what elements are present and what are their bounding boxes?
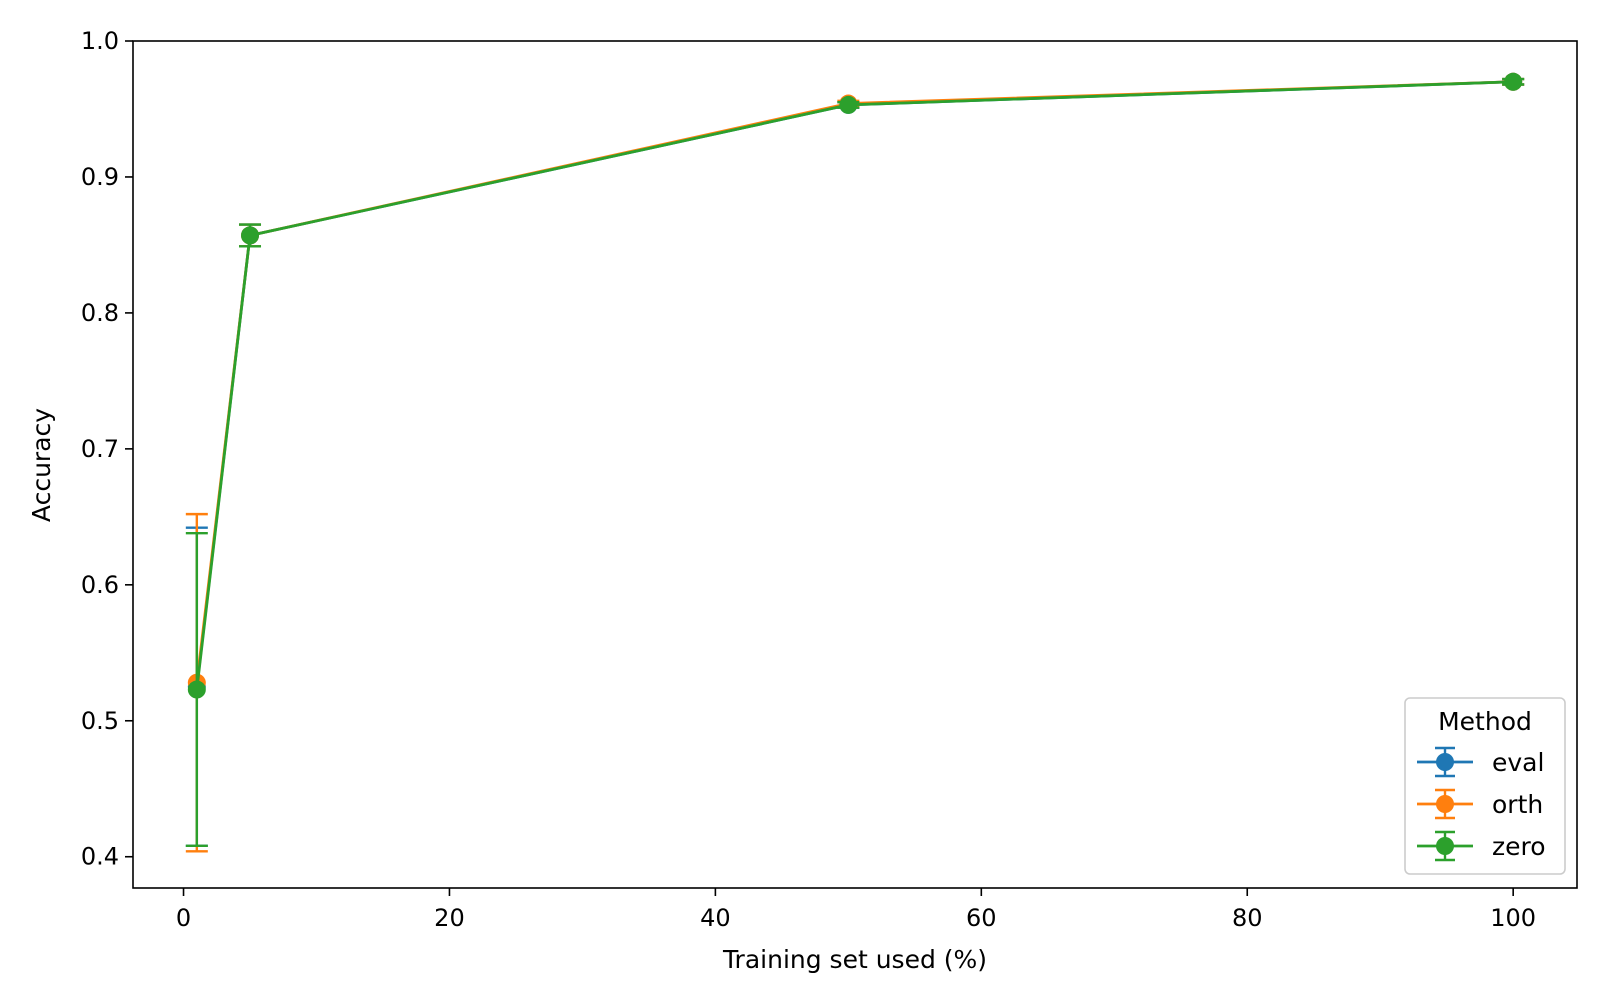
y-tick-label: 0.8 xyxy=(81,299,119,327)
x-tick-label: 80 xyxy=(1232,904,1263,932)
x-tick-label: 60 xyxy=(966,904,997,932)
legend-entry-zero: zero xyxy=(1417,830,1546,862)
x-tick-label: 100 xyxy=(1490,904,1536,932)
series-line-orth xyxy=(195,80,1514,683)
x-tick-label: 40 xyxy=(700,904,731,932)
series-eval xyxy=(185,72,1525,848)
series-line-zero xyxy=(195,80,1514,690)
y-axis: 0.4 0.5 0.6 0.7 0.8 0.9 1.0 xyxy=(81,27,133,871)
x-tick-label: 20 xyxy=(434,904,465,932)
data-point-zero xyxy=(1504,72,1523,91)
legend-marker xyxy=(1436,753,1454,771)
y-axis-label: Accuracy xyxy=(27,408,56,522)
legend-label: eval xyxy=(1492,748,1544,777)
legend: Method eval orth zero xyxy=(1404,697,1566,875)
x-axis-label: Training set used (%) xyxy=(722,945,987,974)
x-axis: 0 20 40 60 80 100 xyxy=(176,888,1536,932)
y-tick-label: 0.5 xyxy=(81,707,119,735)
y-tick-label: 0.7 xyxy=(81,435,119,463)
series-zero xyxy=(185,72,1525,848)
legend-label: zero xyxy=(1492,832,1546,861)
plot-layer xyxy=(185,72,1525,853)
legend-box xyxy=(1404,697,1566,875)
y-tick-label: 0.6 xyxy=(81,571,119,599)
legend-label: orth xyxy=(1492,790,1543,819)
series-orth xyxy=(185,72,1525,853)
y-tick-label: 0.9 xyxy=(81,163,119,191)
legend-entry-orth: orth xyxy=(1417,788,1543,820)
plot-area xyxy=(185,72,1525,853)
plot-frame xyxy=(132,40,1578,889)
y-tick-label: 0.4 xyxy=(81,843,119,871)
legend-marker xyxy=(1436,795,1454,813)
legend-title: Method xyxy=(1438,707,1532,736)
data-point-zero xyxy=(241,226,260,245)
series-line-eval xyxy=(195,80,1514,687)
legend-marker xyxy=(1436,837,1454,855)
legend-entry-eval: eval xyxy=(1417,746,1544,778)
x-tick-label: 0 xyxy=(176,904,191,932)
data-point-zero xyxy=(187,680,206,699)
legend-entries: eval orth zero xyxy=(1417,746,1546,862)
y-tick-label: 1.0 xyxy=(81,27,119,55)
data-point-zero xyxy=(839,95,858,114)
